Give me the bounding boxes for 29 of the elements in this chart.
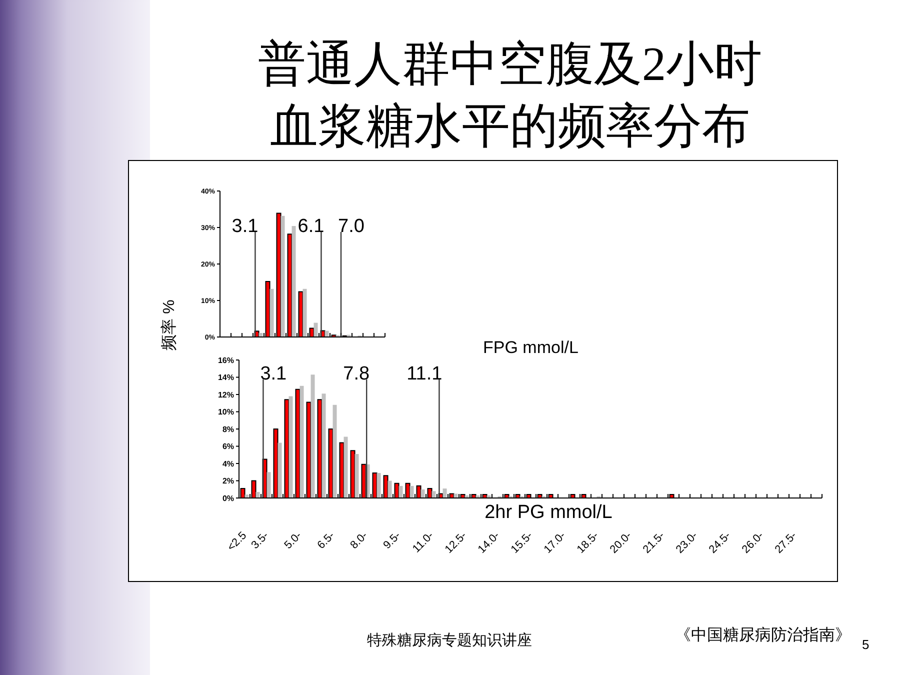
y-axis-title: 频率 % (161, 300, 178, 350)
y-tick-label: 10% (218, 408, 234, 417)
ref-line-label: 7.8 (343, 363, 370, 384)
y-tick-label: 8% (222, 424, 234, 434)
ref-line-label: 6.1 (298, 216, 324, 237)
ref-line-label: 3.1 (232, 216, 258, 237)
x-axis-title: FPG mmol/L (483, 338, 578, 357)
y-tick-label: 16% (218, 356, 234, 365)
ref-line-label: 7.0 (338, 216, 364, 237)
y-tick-label: 4% (222, 459, 234, 468)
y-tick-label: 2% (222, 476, 234, 486)
x-tick-label: 8.0- (348, 529, 370, 552)
ref-line-label: 11.1 (406, 363, 442, 384)
y-tick-label: 14% (218, 373, 234, 382)
x-tick-label: 5.0- (282, 529, 304, 552)
text: 特殊糖尿病专题知识讲座 (367, 632, 532, 650)
x-tick-label: 9.5- (381, 529, 404, 552)
y-tick-label: 0% (222, 494, 234, 503)
ref-line-label: 3.1 (260, 363, 287, 384)
x-tick-label: 11.0- (410, 529, 436, 556)
x-tick-label: <2.5 (225, 530, 250, 554)
text: 《中国糖尿病防治指南》 (675, 627, 851, 645)
x-tick-label: 3.5- (249, 529, 272, 552)
text: 5 (862, 637, 870, 652)
x-tick-label: 6.5- (315, 529, 338, 552)
text: 普通人群中空腹及2小时血浆糖水平的频率分布 (257, 37, 763, 155)
x-axis-title: 2hr PG mmol/L (484, 502, 612, 523)
y-tick-label: 6% (222, 442, 234, 452)
y-tick-label: 12% (218, 390, 234, 400)
